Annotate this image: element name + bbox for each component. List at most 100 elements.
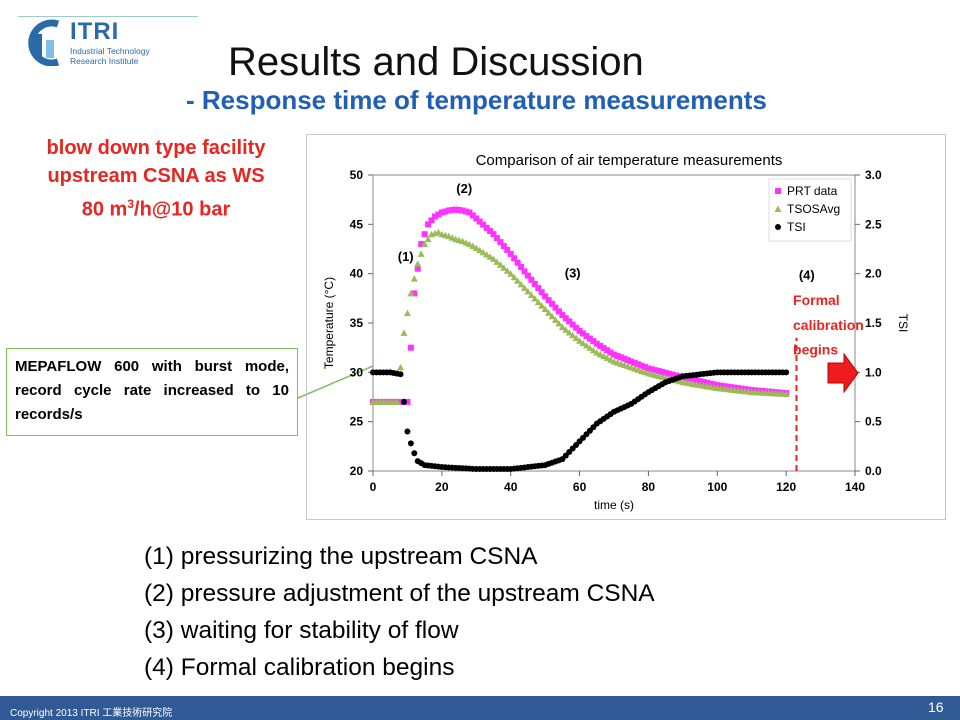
data-point xyxy=(638,362,645,369)
data-point xyxy=(628,358,635,365)
facility-line3-sup: 3 xyxy=(127,197,135,211)
temperature-chart: Comparison of air temperature measuremen… xyxy=(322,152,910,512)
data-point xyxy=(666,370,673,377)
data-point xyxy=(496,261,504,268)
data-point xyxy=(435,211,442,218)
y-tick-label: 40 xyxy=(350,267,364,281)
data-point xyxy=(652,367,659,374)
data-point xyxy=(428,217,435,224)
data-point xyxy=(462,208,469,215)
data-point xyxy=(703,379,710,386)
data-point xyxy=(593,349,601,356)
data-point xyxy=(631,359,638,366)
data-point xyxy=(783,369,790,376)
data-point xyxy=(669,371,676,378)
data-point xyxy=(518,263,525,270)
data-point xyxy=(476,218,483,225)
data-point xyxy=(603,354,611,361)
data-point xyxy=(635,361,642,368)
y2-tick-label: 1.5 xyxy=(865,316,882,330)
data-point xyxy=(528,276,535,283)
series-tsi xyxy=(370,369,790,473)
data-point xyxy=(552,304,559,311)
data-point xyxy=(593,340,600,347)
red-arrow-icon xyxy=(827,352,859,394)
legend-marker xyxy=(774,205,782,212)
data-point xyxy=(465,240,473,248)
data-point xyxy=(417,250,425,257)
data-point xyxy=(476,246,484,254)
copyright: Copyright 2013 ITRI 工業技術研究院 xyxy=(10,708,173,719)
phase-notes: (1) pressurizing the upstream CSNA (2) p… xyxy=(144,538,655,686)
data-point xyxy=(400,398,407,405)
facility-description: blow down type facility upstream CSNA as… xyxy=(6,134,306,224)
data-point xyxy=(466,209,473,216)
data-point xyxy=(583,333,590,340)
data-point xyxy=(697,378,704,385)
data-point xyxy=(483,224,490,231)
data-point xyxy=(514,259,521,266)
data-point xyxy=(507,270,515,277)
data-point xyxy=(782,390,790,398)
data-point xyxy=(404,398,411,405)
y-tick-label: 20 xyxy=(350,464,364,478)
x-tick-label: 140 xyxy=(845,480,865,494)
data-point xyxy=(600,352,608,360)
data-point xyxy=(569,321,576,328)
phase-annotation: (1) xyxy=(398,249,414,264)
data-point xyxy=(480,221,487,228)
data-point xyxy=(672,372,679,379)
data-point xyxy=(580,330,587,337)
y-tick-label: 30 xyxy=(350,365,364,379)
data-point xyxy=(490,255,497,262)
x-tick-label: 120 xyxy=(776,480,796,494)
data-point xyxy=(662,369,669,376)
mepaflow-callout: MEPAFLOW 600 with burst mode, record cyc… xyxy=(6,348,298,436)
data-point xyxy=(641,364,648,371)
y2-tick-label: 3.0 xyxy=(865,168,882,182)
data-point xyxy=(555,319,563,327)
note-item: (2) pressure adjustment of the upstream … xyxy=(144,580,655,607)
x-tick-label: 60 xyxy=(573,480,587,494)
data-point xyxy=(418,241,425,248)
data-point xyxy=(535,285,542,292)
data-point xyxy=(407,344,414,351)
data-point xyxy=(579,339,587,347)
data-point xyxy=(469,242,477,250)
logo-subtitle-line2: Research Institute xyxy=(70,56,139,66)
facility-line1: blow down type facility xyxy=(46,137,266,159)
legend-marker xyxy=(775,188,781,194)
data-point xyxy=(607,349,614,356)
data-point xyxy=(569,331,577,339)
legend-box xyxy=(768,178,852,242)
data-point xyxy=(507,250,514,257)
data-point xyxy=(493,235,500,242)
logo-rule xyxy=(18,16,198,17)
logo-subtitle-line1: Industrial Technology xyxy=(70,46,150,56)
data-point xyxy=(504,246,511,253)
data-point xyxy=(524,272,531,279)
axis-ticks: 0 20 40 60 80 100 120 140 20 25 30 35 40 45 50 0.0 0.5 1.… xyxy=(350,168,882,494)
data-point xyxy=(562,326,570,333)
x-tick-label: 40 xyxy=(504,480,518,494)
data-point xyxy=(548,312,556,320)
data-point xyxy=(576,327,583,334)
data-point xyxy=(503,267,511,274)
data-point xyxy=(445,207,452,214)
data-point xyxy=(479,248,487,256)
data-point xyxy=(604,347,611,354)
legend-label: PRT data xyxy=(787,184,838,198)
legend-label: TSOSAvg xyxy=(787,202,840,216)
data-point xyxy=(559,312,566,319)
data-point xyxy=(472,244,480,252)
data-point xyxy=(549,300,556,307)
data-point xyxy=(586,344,594,351)
facility-line3-pre: 80 m xyxy=(81,198,128,221)
page-subtitle: - Response time of temperature measureme… xyxy=(186,85,767,115)
data-point xyxy=(411,450,418,457)
data-point xyxy=(600,345,607,352)
note-item: (4) Formal calibration begins xyxy=(144,654,455,681)
x-tick-label: 100 xyxy=(707,480,727,494)
data-point xyxy=(483,251,491,258)
data-point xyxy=(545,309,553,316)
